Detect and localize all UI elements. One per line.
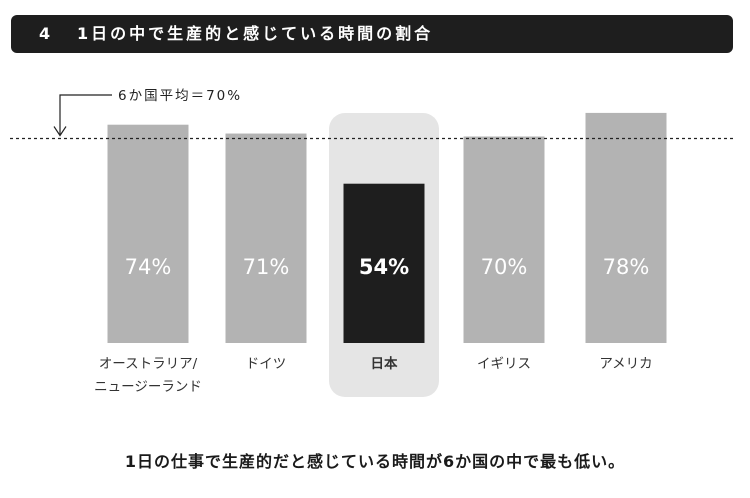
- footer-caption: 1日の仕事で生産的だと感じている時間が6か国の中で最も低い。: [124, 452, 626, 471]
- category-label-4: アメリカ: [599, 356, 652, 372]
- bar-0: [107, 124, 189, 343]
- category-label-0-line-1: ニュージーランド: [94, 379, 202, 395]
- category-label-2: 日本: [371, 355, 398, 372]
- bar-2: [343, 183, 425, 343]
- value-label-4: 78%: [603, 255, 650, 279]
- average-label: 6か国平均＝70%: [118, 88, 242, 104]
- average-arrow: [53, 126, 67, 137]
- average-leader: [59, 94, 112, 135]
- value-label-0: 74%: [125, 255, 172, 279]
- value-label-1: 71%: [243, 255, 290, 279]
- section-header: 4 1日の中で生産的と感じている時間の割合: [11, 15, 733, 53]
- section-title: 1日の中で生産的と感じている時間の割合: [77, 24, 434, 43]
- category-label-3: イギリス: [477, 356, 531, 372]
- bar-4: [585, 112, 667, 344]
- category-label-1: ドイツ: [246, 356, 287, 372]
- value-label-2: 54%: [359, 255, 409, 279]
- category-label-0-line-0: オーストラリア/: [99, 356, 198, 372]
- section-number: 4: [39, 24, 51, 43]
- value-label-3: 70%: [481, 255, 528, 279]
- bar-3: [463, 136, 545, 343]
- bar-chart: 74% 71% 54% 70% 78% 6か国平均＝70% オーストラリア/ニュージーランド…: [10, 88, 736, 397]
- bar-1: [225, 133, 307, 343]
